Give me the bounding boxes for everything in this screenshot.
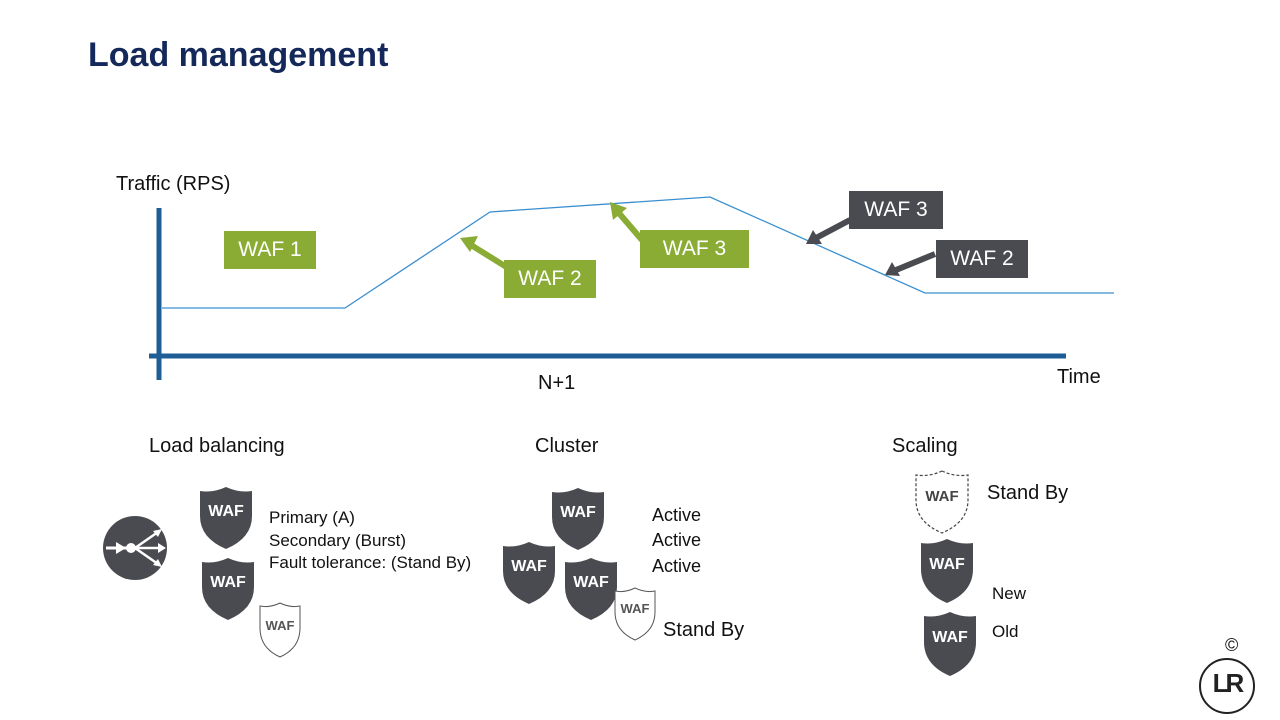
waf-shield-label: WAF — [932, 629, 968, 646]
waf-shield-icon: WAF — [564, 557, 618, 621]
waf-shield-label: WAF — [620, 601, 650, 616]
cluster-standby-label: Stand By — [663, 619, 745, 641]
waf2-down-box: WAF 2 — [936, 240, 1028, 278]
lb-fault-tolerance-label: Fault tolerance: (Stand By) — [269, 553, 472, 572]
arrow-head-waf3-down — [806, 230, 822, 244]
load-balancer-icon — [103, 516, 167, 580]
waf3-up-box: WAF 3 — [640, 230, 749, 268]
waf-shield-icon: WAF — [920, 538, 974, 604]
midpoint-label: N+1 — [538, 372, 576, 394]
waf-shield-label: WAF — [210, 574, 246, 591]
scaling-heading: Scaling — [892, 435, 958, 457]
waf2-up-box: WAF 2 — [504, 260, 596, 298]
waf-standby-shield-icon: WAF — [259, 602, 301, 658]
arrow-head-waf3-up — [610, 202, 627, 220]
lb-secondary-label: Secondary (Burst) — [269, 531, 406, 550]
load-balancing-heading: Load balancing — [149, 435, 285, 457]
arrow-waf3-up — [615, 210, 645, 242]
waf1-box: WAF 1 — [224, 231, 316, 269]
lr-logo-text: LR — [1212, 668, 1245, 698]
cluster-active-3: Active — [652, 556, 702, 576]
waf-shield-icon: WAF — [502, 541, 556, 605]
scaling-old-label: Old — [992, 622, 1019, 641]
waf-shield-icon: WAF — [551, 487, 605, 551]
scaling-standby-label: Stand By — [987, 482, 1069, 504]
lr-logo — [1199, 658, 1255, 714]
y-axis-label: Traffic (RPS) — [116, 173, 231, 195]
waf-shield-label: WAF — [265, 618, 295, 633]
waf-standby-shield-icon: WAF — [614, 587, 656, 641]
cluster-active-1: Active — [652, 505, 702, 525]
waf-shield-label: WAF — [573, 574, 609, 591]
copyright-symbol: © — [1225, 635, 1239, 655]
arrow-waf2-up — [469, 242, 510, 271]
waf-shield-label: WAF — [208, 503, 244, 520]
waf3-down-box: WAF 3 — [849, 191, 943, 229]
arrow-head-waf2-down — [885, 262, 900, 276]
waf-standby-shield-icon: WAF — [915, 470, 969, 534]
lb-primary-label: Primary (A) — [269, 508, 355, 527]
arrow-waf2-down — [894, 251, 937, 273]
cluster-active-2: Active — [652, 530, 702, 550]
waf-shield-label: WAF — [511, 558, 547, 575]
x-axis-label: Time — [1057, 366, 1101, 388]
arrow-head-waf2-up — [460, 236, 478, 252]
waf-shield-label: WAF — [929, 556, 965, 573]
waf-shield-icon: WAF — [199, 486, 253, 550]
waf-shield-label: WAF — [925, 488, 959, 505]
cluster-heading: Cluster — [535, 435, 599, 457]
scaling-new-label: New — [992, 584, 1027, 603]
traffic-line — [162, 196, 1114, 309]
arrow-waf3-down — [814, 217, 852, 241]
waf-shield-icon: WAF — [201, 557, 255, 621]
waf-shield-label: WAF — [560, 504, 596, 521]
page-title: Load management — [88, 36, 389, 74]
waf-shield-icon: WAF — [923, 611, 977, 677]
